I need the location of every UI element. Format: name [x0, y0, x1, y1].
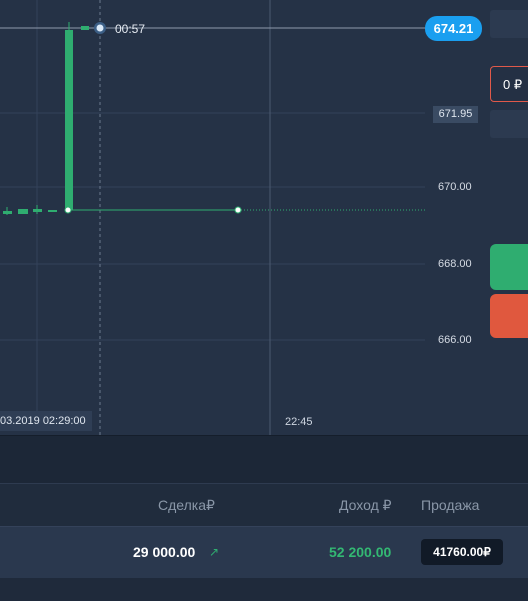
price-level-label: 670.00	[438, 181, 472, 193]
candle-large	[65, 30, 73, 210]
call-button[interactable]	[490, 244, 528, 290]
sell-column-header: Продажа	[421, 497, 480, 513]
table-row: 29 000.00 ↗ 52 200.00 41760.00₽	[0, 526, 528, 579]
arrow-up-right-icon: ↗	[209, 545, 220, 559]
candle	[48, 210, 57, 212]
put-button[interactable]	[490, 294, 528, 338]
chart-canvas	[0, 0, 425, 435]
current-point	[96, 24, 104, 32]
timer-label: 00:57	[115, 22, 146, 36]
marker-price-label: 671.95	[433, 106, 478, 123]
time-axis-label: 22:45	[285, 416, 313, 428]
candle	[81, 26, 89, 30]
deal-open-point	[64, 206, 72, 214]
deal-close-point	[234, 206, 242, 214]
income-amount: 52 200.00	[329, 544, 392, 560]
price-chart[interactable]: 00:57 674.21 671.95 670.00 668.00 666.00…	[0, 0, 528, 435]
deal-column-header: Сделка₽	[158, 497, 215, 513]
crosshair-time-label: 03.2019 02:29:00	[0, 411, 92, 431]
deals-table-header: Сделка₽ Доход ₽ Продажа	[0, 483, 528, 526]
time-selector-button[interactable]	[490, 10, 528, 38]
price-level-label: 666.00	[438, 334, 472, 346]
table-footer	[0, 578, 528, 601]
deals-panel-header	[0, 435, 528, 484]
amount-input[interactable]: 0 ₽	[490, 66, 528, 102]
income-column-header: Доход ₽	[339, 497, 392, 513]
amount-adjust-button[interactable]	[490, 110, 528, 138]
price-level-label: 668.00	[438, 258, 472, 270]
current-price-badge: 674.21	[425, 16, 482, 41]
sell-button[interactable]: 41760.00₽	[421, 539, 503, 565]
deal-amount: 29 000.00	[133, 544, 196, 560]
candle	[18, 209, 28, 214]
